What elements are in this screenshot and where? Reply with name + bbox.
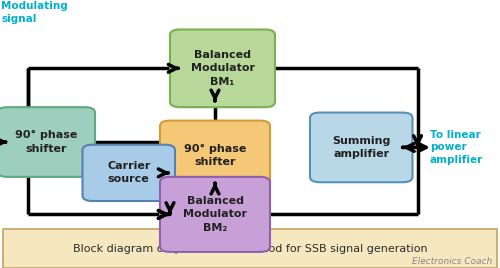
- FancyBboxPatch shape: [170, 29, 275, 107]
- Text: Block diagram of  phase shift method for SSB signal generation: Block diagram of phase shift method for …: [72, 244, 428, 254]
- FancyBboxPatch shape: [2, 229, 496, 268]
- Text: 90° phase
shifter: 90° phase shifter: [15, 131, 78, 154]
- FancyBboxPatch shape: [0, 107, 95, 177]
- Text: To linear
power
amplifier: To linear power amplifier: [430, 130, 483, 165]
- FancyBboxPatch shape: [160, 177, 270, 252]
- Text: Electronics Coach: Electronics Coach: [412, 257, 492, 266]
- Text: Summing
amplifier: Summing amplifier: [332, 136, 390, 159]
- FancyBboxPatch shape: [160, 121, 270, 190]
- Text: Balanced
Modulator
BM₂: Balanced Modulator BM₂: [183, 196, 247, 233]
- FancyBboxPatch shape: [82, 145, 175, 201]
- Text: Modulating
signal: Modulating signal: [1, 1, 68, 24]
- Text: Balanced
Modulator
BM₁: Balanced Modulator BM₁: [190, 50, 254, 87]
- Text: Carrier
source: Carrier source: [107, 161, 150, 184]
- Text: 90° phase
shifter: 90° phase shifter: [184, 144, 246, 167]
- FancyBboxPatch shape: [310, 113, 412, 182]
